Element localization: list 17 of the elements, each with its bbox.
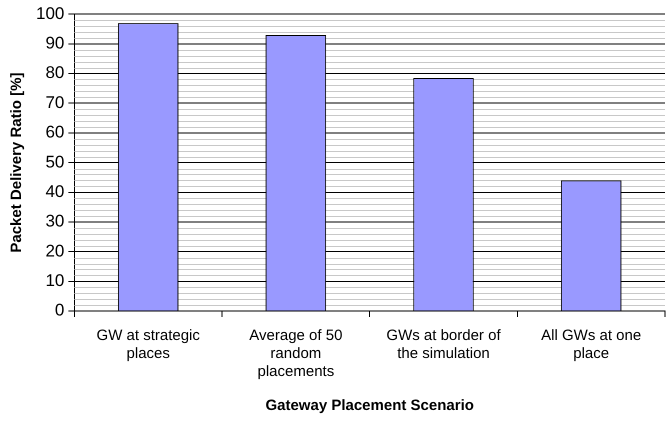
y-tick-label: 70 <box>45 92 64 112</box>
y-tick-label: 10 <box>45 271 64 290</box>
y-tick-label: 0 <box>54 300 64 320</box>
y-tick-label: 50 <box>45 152 64 172</box>
y-tick-label: 20 <box>45 241 64 260</box>
x-tick-label: GW at strategic places <box>96 327 200 362</box>
y-tick-label: 100 <box>36 4 64 23</box>
y-tick-label: 30 <box>45 212 64 231</box>
x-tick-label: All GWs at one place <box>541 327 642 362</box>
y-tick-label: 80 <box>45 63 64 82</box>
y-tick-label: 90 <box>45 34 64 53</box>
y-tick-label: 60 <box>45 122 64 142</box>
y-tick-label: 40 <box>45 182 64 201</box>
x-tick-label: Average of 50 random placements <box>249 327 342 380</box>
x-axis-title: Gateway Placement Scenario <box>265 397 474 414</box>
y-axis-title: Packet Delivery Ratio [%] <box>8 72 26 253</box>
x-tick-label: GWs at border of the simulation <box>386 327 502 362</box>
